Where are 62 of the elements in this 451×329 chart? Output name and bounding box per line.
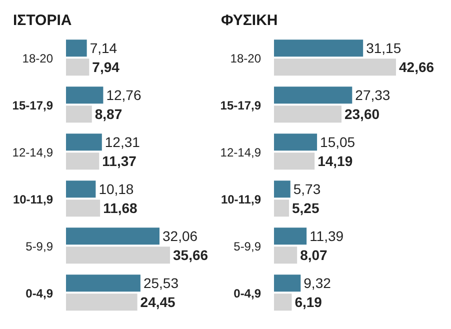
data-label: 27,33 bbox=[355, 87, 390, 104]
bar bbox=[274, 40, 364, 57]
bar bbox=[66, 152, 100, 170]
bar bbox=[274, 86, 352, 104]
bar bbox=[274, 246, 298, 264]
category-label: 10-11,9 bbox=[12, 192, 53, 206]
bar bbox=[66, 134, 102, 151]
data-label: 5,73 bbox=[293, 181, 321, 198]
data-label: 6,19 bbox=[294, 294, 322, 310]
bar bbox=[274, 134, 318, 151]
bar bbox=[66, 246, 170, 264]
bar bbox=[274, 152, 315, 170]
data-label: 32,06 bbox=[162, 228, 198, 244]
data-label: 7,94 bbox=[92, 59, 120, 76]
category-label: 18-20 bbox=[22, 52, 53, 66]
category-label: 5-9,9 bbox=[234, 240, 261, 254]
bar bbox=[274, 106, 342, 123]
chart-title: ΦΥΣΙΚΗ bbox=[221, 12, 279, 30]
category-label: 15-17,9 bbox=[220, 98, 261, 112]
bar bbox=[66, 58, 90, 76]
category-label: 15-17,9 bbox=[12, 98, 53, 112]
category-label: 10-11,9 bbox=[220, 192, 261, 206]
category-label: 12-14,9 bbox=[12, 146, 53, 160]
bar bbox=[274, 294, 292, 311]
data-label: 10,18 bbox=[98, 181, 134, 198]
bar bbox=[274, 200, 290, 217]
data-label: 9,32 bbox=[304, 275, 332, 292]
data-label: 11,68 bbox=[103, 200, 138, 216]
data-label: 12,76 bbox=[106, 87, 142, 104]
bar bbox=[274, 228, 307, 245]
chart-title: ΙΣΤΟΡΙΑ bbox=[13, 12, 73, 30]
category-label: 0-4,9 bbox=[234, 286, 261, 300]
data-label: 5,25 bbox=[292, 200, 320, 216]
data-label: 12,31 bbox=[104, 134, 140, 150]
bar bbox=[66, 180, 96, 198]
data-label: 42,66 bbox=[399, 59, 434, 76]
category-label: 5-9,9 bbox=[26, 240, 53, 254]
bar bbox=[66, 294, 138, 311]
bar bbox=[274, 180, 290, 198]
bar bbox=[274, 58, 396, 76]
data-label: 7,14 bbox=[90, 40, 118, 56]
data-label: 31,15 bbox=[366, 40, 402, 56]
data-label: 23,60 bbox=[344, 106, 380, 122]
data-label: 24,45 bbox=[140, 294, 176, 310]
bar bbox=[66, 228, 160, 245]
data-label: 11,39 bbox=[310, 228, 344, 244]
data-label: 8,07 bbox=[300, 247, 328, 264]
category-label: 0-4,9 bbox=[26, 286, 53, 300]
category-label: 12-14,9 bbox=[220, 146, 261, 160]
data-label: 14,19 bbox=[318, 153, 353, 170]
bar bbox=[66, 200, 100, 217]
data-label: 15,05 bbox=[320, 134, 356, 150]
bar bbox=[274, 274, 301, 292]
data-label: 35,66 bbox=[173, 247, 208, 264]
data-label: 25,53 bbox=[143, 275, 179, 292]
bar bbox=[66, 40, 87, 57]
bar bbox=[66, 106, 92, 123]
bar bbox=[66, 86, 104, 104]
category-label: 18-20 bbox=[230, 52, 261, 66]
data-label: 11,37 bbox=[102, 153, 137, 170]
bar bbox=[66, 274, 140, 292]
data-label: 8,87 bbox=[94, 106, 122, 122]
